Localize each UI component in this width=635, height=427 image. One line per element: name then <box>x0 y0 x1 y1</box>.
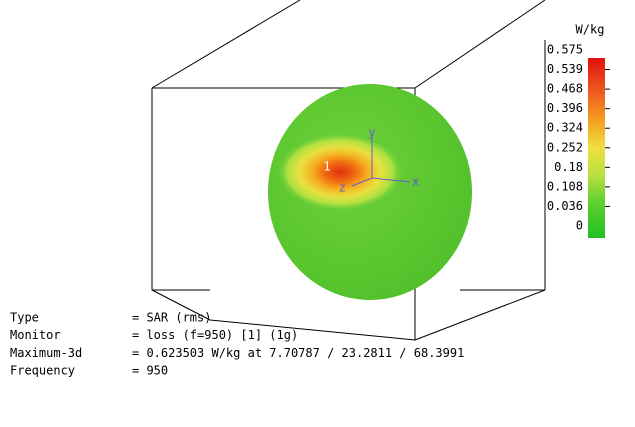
info-value: = loss (f=950) [1] (1g) <box>132 328 298 342</box>
colorbar-label: 0.468 <box>547 82 583 96</box>
colorbar-label: 0.539 <box>547 62 583 76</box>
axis-label: y <box>368 126 375 140</box>
hotspot <box>278 134 402 210</box>
colorbar-label: 0.036 <box>547 199 583 213</box>
info-value: = SAR (rms) <box>132 311 211 325</box>
info-key: Type <box>10 311 39 325</box>
colorbar-unit: W/kg <box>576 23 605 37</box>
axis-label: x <box>412 175 419 189</box>
axes-gizmo <box>351 138 411 187</box>
colorbar-label: 0.108 <box>547 179 583 193</box>
axis-label: z <box>339 181 346 195</box>
info-key: Frequency <box>10 364 75 378</box>
info-key: Monitor <box>10 328 61 342</box>
colorbar-label: 0.324 <box>547 121 583 135</box>
marker-label: 1 <box>323 160 330 174</box>
colorbar-label: 0.18 <box>554 160 583 174</box>
colorbar-label: 0.575 <box>547 43 583 57</box>
colorbar-label: 0.396 <box>547 101 583 115</box>
info-value: = 950 <box>132 364 168 378</box>
info-key: Maximum-3d <box>10 346 82 360</box>
info-value: = 0.623503 W/kg at 7.70787 / 23.2811 / 6… <box>132 346 464 360</box>
colorbar <box>588 58 605 238</box>
colorbar-label: 0.252 <box>547 140 583 154</box>
colorbar-label: 0 <box>576 219 583 233</box>
